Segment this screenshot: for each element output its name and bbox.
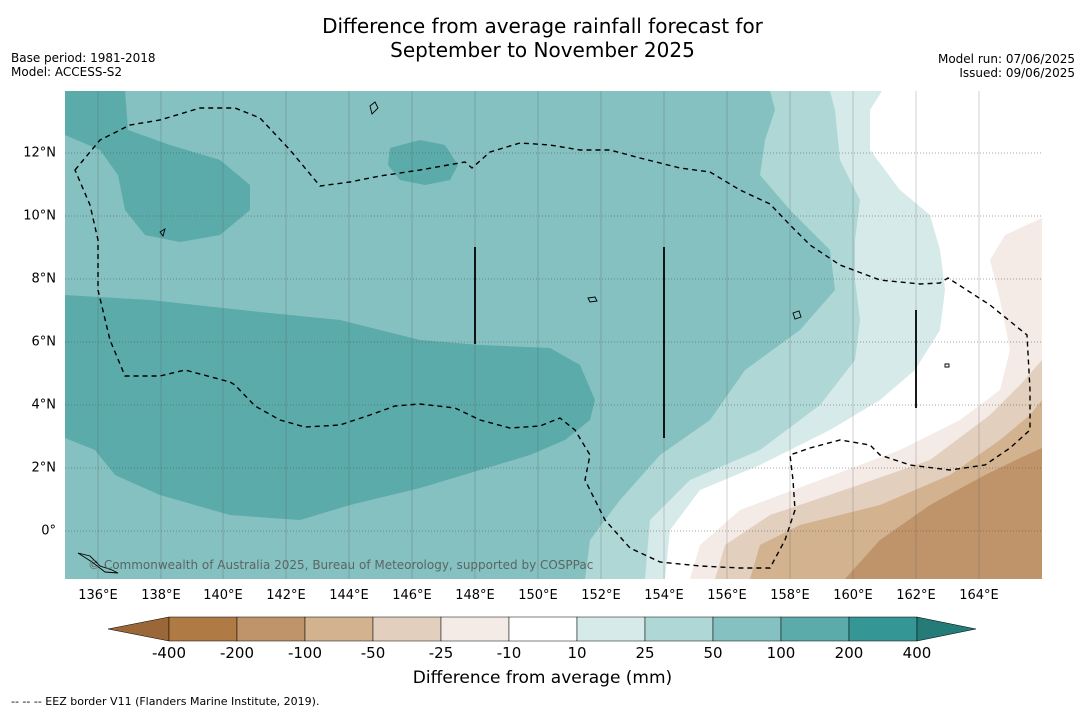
colorbar-segment bbox=[440, 616, 510, 642]
lat-label: 10°N bbox=[23, 208, 56, 224]
colorbar-tick: 10 bbox=[567, 644, 587, 662]
fill-neg-100-200 bbox=[845, 448, 1042, 579]
colorbar-tick: 400 bbox=[902, 644, 932, 662]
colorbar-segment bbox=[372, 616, 442, 642]
lon-label: 156°E bbox=[707, 588, 747, 603]
colorbar-segment bbox=[712, 616, 782, 642]
colorbar-tick: -200 bbox=[219, 644, 255, 662]
colorbar-segment bbox=[644, 616, 714, 642]
fill-100-200-northwest bbox=[65, 91, 250, 242]
colorbar-tick: 25 bbox=[635, 644, 655, 662]
meta-right: Model run: 07/06/2025 Issued: 09/06/2025 bbox=[938, 52, 1075, 80]
lat-label: 12°N bbox=[23, 145, 56, 161]
lon-label: 160°E bbox=[833, 588, 873, 603]
lon-label: 138°E bbox=[141, 588, 181, 603]
colorbar-tick: 50 bbox=[703, 644, 723, 662]
colorbar-tick: 200 bbox=[834, 644, 864, 662]
colorbar-segment bbox=[508, 616, 578, 642]
lon-label: 154°E bbox=[644, 588, 684, 603]
colorbar-low-arrow bbox=[107, 616, 170, 642]
colorbar-segment bbox=[304, 616, 374, 642]
colorbar-tick: -400 bbox=[151, 644, 187, 662]
title-line-1: Difference from average rainfall forecas… bbox=[322, 14, 763, 38]
eez-border bbox=[74, 107, 1031, 569]
fill-100-200-central bbox=[65, 295, 595, 520]
lon-label: 158°E bbox=[770, 588, 810, 603]
colorbar-tick: 100 bbox=[766, 644, 796, 662]
colorbar-segment bbox=[168, 616, 238, 642]
copyright-notice: © Commonwealth of Australia 2025, Bureau… bbox=[88, 558, 594, 572]
colorbar-high-arrow bbox=[916, 616, 977, 642]
colorbar bbox=[107, 616, 977, 642]
graticule bbox=[97, 91, 980, 579]
meta-left: Base period: 1981-2018 Model: ACCESS-S2 bbox=[11, 51, 156, 79]
lat-label: 4°N bbox=[31, 397, 57, 413]
lon-label: 148°E bbox=[455, 588, 495, 603]
eez-footnote: -- -- -- EEZ border V11 (Flanders Marine… bbox=[11, 695, 320, 708]
islands bbox=[77, 101, 950, 574]
lon-label: 140°E bbox=[203, 588, 243, 603]
colorbar-segment bbox=[780, 616, 850, 642]
lat-label: 8°N bbox=[31, 271, 57, 287]
lat-label: 0° bbox=[41, 523, 56, 539]
lon-label: 164°E bbox=[959, 588, 999, 603]
colorbar-label: Difference from average (mm) bbox=[412, 668, 673, 688]
contour-fills bbox=[65, 91, 1042, 579]
model-name: Model: ACCESS-S2 bbox=[11, 65, 123, 79]
model-run: Model run: 07/06/2025 bbox=[937, 52, 1075, 66]
colorbar-tick: -100 bbox=[287, 644, 323, 662]
colorbar-tick: -50 bbox=[360, 644, 386, 662]
issued-date: Issued: 09/06/2025 bbox=[959, 66, 1075, 80]
lat-label: 2°N bbox=[31, 460, 57, 476]
title-line-2: September to November 2025 bbox=[390, 38, 695, 62]
fill-100-200-island bbox=[388, 140, 458, 185]
colorbar-segment bbox=[576, 616, 646, 642]
base-period: Base period: 1981-2018 bbox=[11, 51, 156, 65]
colorbar-segment bbox=[848, 616, 918, 642]
latitude-lines bbox=[65, 152, 1042, 532]
colorbar-segment bbox=[236, 616, 306, 642]
colorbar-tick: -10 bbox=[496, 644, 522, 662]
lon-label: 146°E bbox=[392, 588, 432, 603]
vertical-markers bbox=[474, 247, 917, 438]
lon-label: 150°E bbox=[518, 588, 558, 603]
lon-label: 136°E bbox=[78, 588, 118, 603]
lat-label: 6°N bbox=[31, 334, 57, 350]
lon-label: 162°E bbox=[896, 588, 936, 603]
lon-label: 142°E bbox=[266, 588, 306, 603]
map-title: Difference from average rainfall forecas… bbox=[0, 14, 1085, 62]
lon-label: 144°E bbox=[329, 588, 369, 603]
colorbar-tick: -25 bbox=[428, 644, 454, 662]
lon-label: 152°E bbox=[581, 588, 621, 603]
